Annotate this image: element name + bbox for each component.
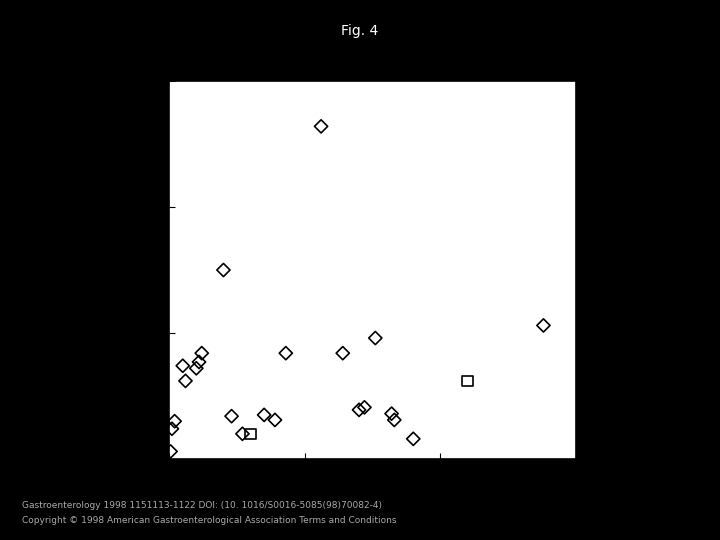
Point: [280, 349, 292, 357]
Point: [359, 403, 370, 411]
Point: [369, 334, 381, 342]
Point: [166, 424, 178, 433]
Text: Copyright © 1998 American Gastroenterological Association Terms and Conditions: Copyright © 1998 American Gastroenterolo…: [22, 516, 396, 525]
Text: Gastroenterology 1998 1151113-1122 DOI: (10. 1016/S0016-5085(98)70082-4): Gastroenterology 1998 1151113-1122 DOI: …: [22, 501, 382, 510]
Point: [245, 429, 256, 438]
Point: [315, 122, 327, 131]
Point: [462, 376, 473, 385]
Point: [193, 357, 204, 366]
Point: [538, 321, 549, 330]
Point: [269, 416, 281, 424]
Point: [389, 416, 400, 424]
Point: [237, 429, 248, 438]
X-axis label: Lewis X (Absorbance @ 405 nm): Lewis X (Absorbance @ 405 nm): [235, 485, 510, 500]
Point: [180, 376, 192, 385]
Point: [177, 361, 189, 370]
Point: [165, 447, 176, 456]
Point: [226, 412, 238, 421]
Text: Fig. 4: Fig. 4: [341, 24, 379, 38]
Point: [217, 266, 229, 274]
Point: [169, 417, 181, 426]
Point: [196, 349, 207, 357]
Y-axis label: Lewis Y (Absorbance @ 405 nm): Lewis Y (Absorbance @ 405 nm): [109, 133, 124, 407]
Point: [386, 409, 397, 418]
Point: [258, 410, 270, 419]
Point: [354, 406, 365, 414]
Point: [408, 435, 419, 443]
Point: [191, 364, 202, 373]
Point: [337, 349, 348, 357]
